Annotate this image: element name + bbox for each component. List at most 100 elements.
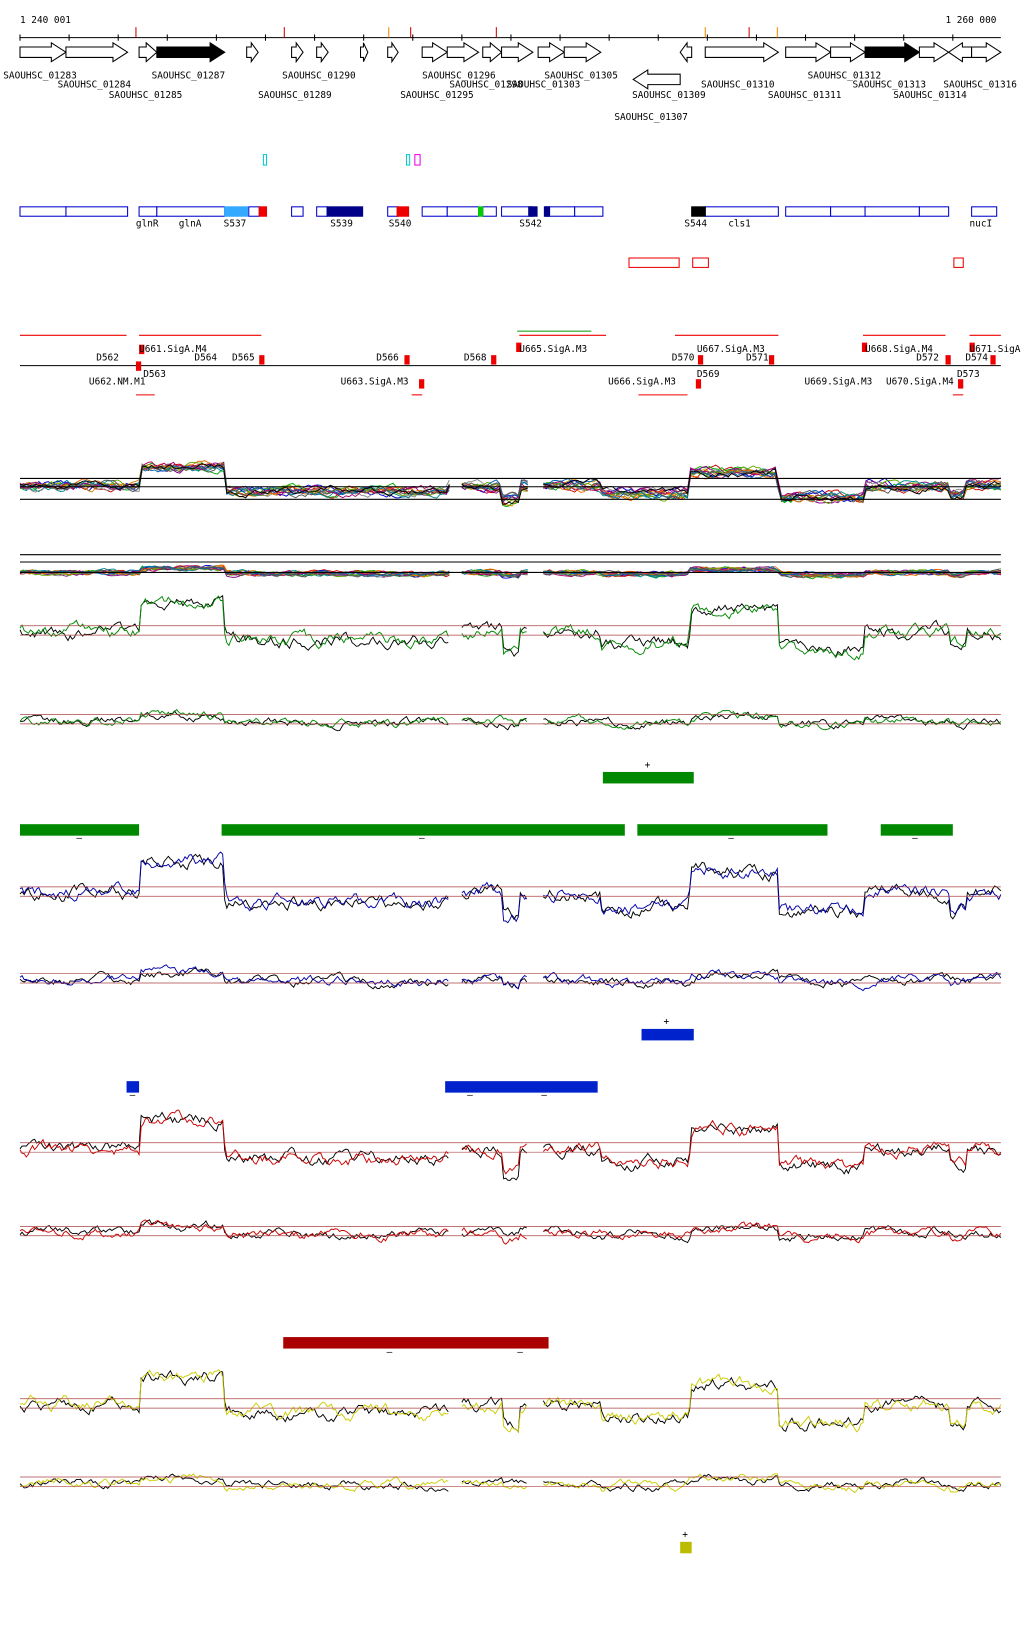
feature-fill [396,206,410,217]
gene-label: SAOUHSC_01309 [632,90,706,101]
feature-box [316,206,328,217]
segment-sign: + [645,760,651,771]
feature-box [19,206,67,217]
signal-line [19,1369,449,1423]
feature-box [291,206,304,217]
gene-arrow [246,41,259,64]
gene-arrow [19,41,67,63]
gene-arrow [316,41,329,64]
signal-line [19,1473,449,1493]
feature-box [156,206,226,217]
transcript-label: D571 [746,352,769,363]
feature-fill [258,206,268,217]
signal-line [19,1219,449,1244]
signal-line [19,565,450,578]
gene-arrow [446,41,480,63]
signal-line [543,466,1002,501]
signal-line [542,603,1002,661]
gene-label: SAOUHSC_01313 [853,80,927,91]
gene-arrow [918,41,950,63]
transcript-mark [404,355,410,365]
transcript-mark [969,342,975,353]
signal-line [461,481,528,503]
signal-line [461,1477,527,1488]
gene-arrow [156,41,226,63]
transcript-label: D564 [194,352,217,363]
gene-arrow [501,41,534,63]
probe [414,154,421,166]
gene-label: SAOUHSC_01307 [614,112,687,123]
signal-line [543,968,1002,992]
transcript-mark [259,355,265,365]
signal-line [461,479,529,498]
transcript-label: D574 [965,352,988,363]
signal-line [461,881,527,924]
signal-line [543,1221,1002,1244]
gene-arrow [971,41,1002,63]
signal-line [543,1373,1002,1433]
transcript-mark [945,355,951,365]
signal-line [543,567,1001,579]
transcript-label: D565 [232,352,255,363]
transcript-label: U665.SigA.M3 [519,344,587,355]
signal-line [461,1396,527,1433]
signal-line [461,1227,527,1245]
signal-line [543,566,1002,578]
transcript-label: U663.SigA.M3 [341,376,409,387]
feature-label: S537 [224,219,247,230]
signal-line [461,1144,527,1181]
feature-label: S544 [684,219,707,230]
feature-box [830,206,866,217]
transcript-mark [139,344,145,355]
feature-box [482,206,497,217]
gene-arrow [291,41,304,64]
transcript-label: D563 [143,369,166,380]
gene-label: SAOUHSC_01305 [544,70,618,81]
transcript-label: D569 [697,369,720,380]
segment-bar [283,1337,549,1349]
signal-line [543,468,1002,504]
transcript-label: D573 [957,369,980,380]
signal-line [19,595,449,650]
segment-sign: – [76,833,82,844]
gene-arrow [947,41,973,63]
feature-label: glnR [136,219,159,230]
gene-label: SAOUHSC_01290 [282,70,356,81]
signal-line [543,1473,1002,1493]
feature-red [628,257,680,268]
gene-arrow [537,41,566,63]
gene-label: SAOUHSC_01289 [258,90,332,101]
signal-line [543,709,1002,731]
transcript-label: U670.SigA.M4 [886,376,954,387]
signal-line [19,964,449,988]
gene-label: SAOUHSC_01314 [893,90,967,101]
transcript-label: U669.SigA.M3 [804,376,872,387]
feature-box [138,206,158,217]
signal-line [543,469,1001,503]
gene-label: SAOUHSC_01312 [808,70,881,81]
signal-line [461,972,527,990]
feature-label: glnA [179,219,202,230]
transcript-label: U666.SigA.M3 [608,376,676,387]
ruler-start: 1 240 001 [20,15,71,26]
feature-box [248,206,260,217]
signal-line [19,461,450,499]
signal-line [19,1219,449,1241]
gene-label: SAOUHSC_01310 [701,80,775,91]
signal-line [543,866,1002,917]
segment-sign: – [467,1090,473,1101]
signal-line [19,967,449,990]
transcript-label: D572 [916,352,939,363]
transcript-mark [768,355,775,365]
signal-line [543,566,1001,577]
gene-label: SAOUHSC_01316 [943,80,1017,91]
signal-line [461,620,527,658]
segment-sign: – [419,833,425,844]
signal-line [543,968,1001,990]
signal-line [19,1109,449,1166]
segment-bar [20,824,140,836]
feature-fill [528,206,538,217]
gene-arrow [830,41,867,63]
